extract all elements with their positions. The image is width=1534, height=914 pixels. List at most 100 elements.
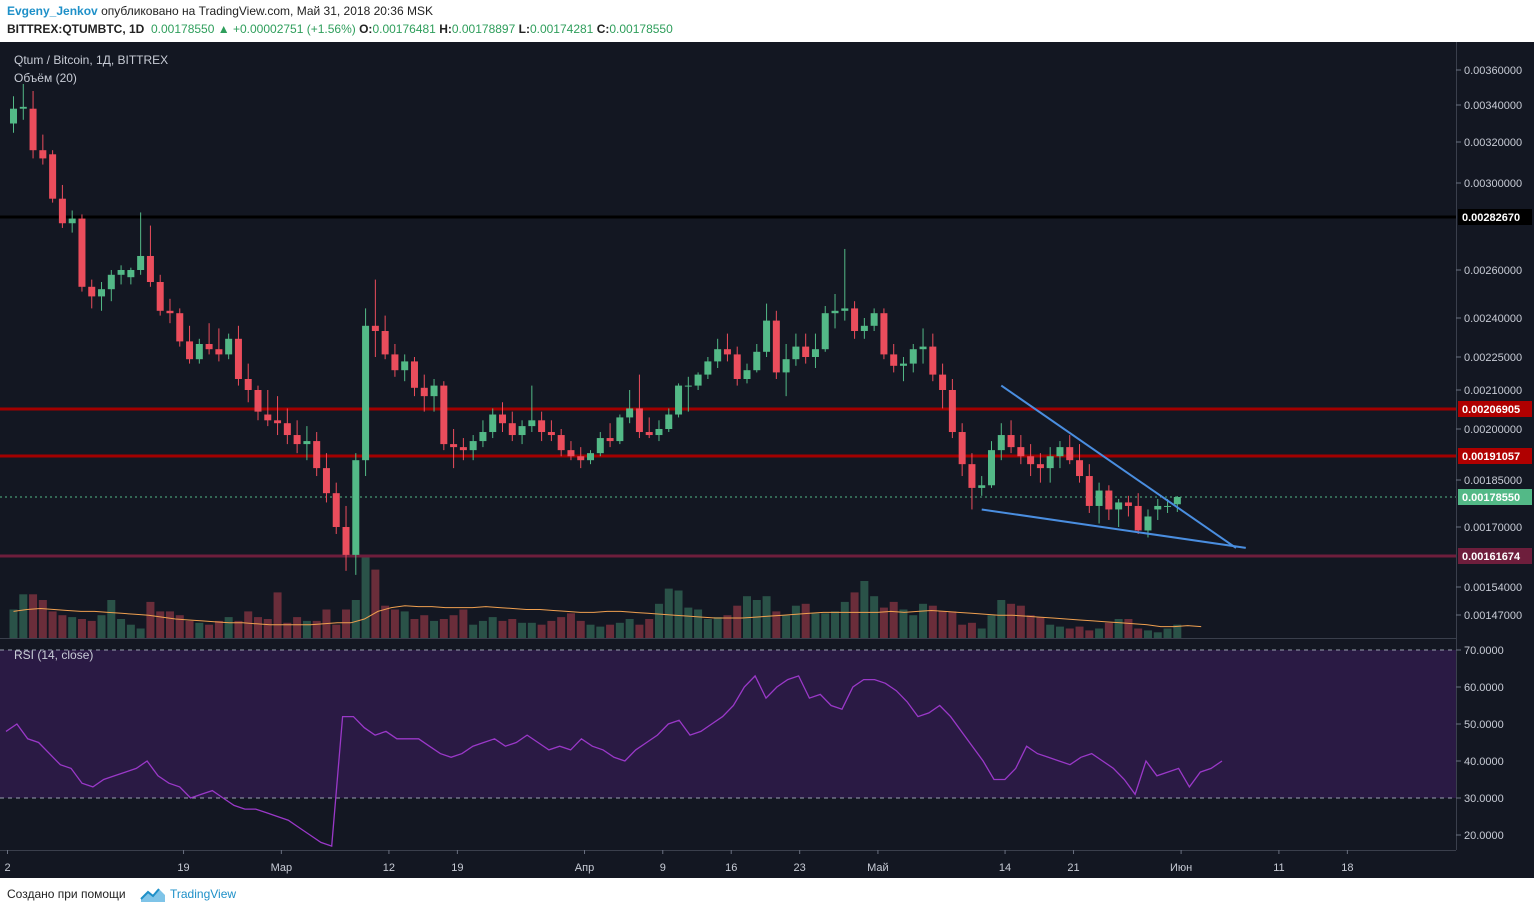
candle-body [362,325,370,461]
price-level-tag [1458,448,1532,464]
volume-bar [185,620,194,638]
candle-body [684,385,692,387]
volume-bar [576,620,585,638]
volume-bar [625,619,634,638]
candle-body [1076,460,1084,477]
volume-bar [1085,630,1094,638]
tradingview-brand-link[interactable]: TradingView [170,887,237,901]
candle-body [176,313,184,342]
price-chart[interactable]: 0.00282670 0.00206905 0.00191057 0.00178550… [0,42,1534,878]
volume-bar [840,601,849,638]
time-axis-label: 16 [725,862,737,874]
volume-bar [987,615,996,638]
rsi-axis-label: 40.0000 [1464,756,1504,768]
volume-bar [430,620,439,638]
volume-bar [948,611,957,638]
candle-body [596,438,604,454]
volume-bar [332,624,341,638]
candle-body [186,341,194,360]
candle-body [1085,476,1093,506]
volume-bar [645,619,654,638]
candle-body [264,414,272,421]
volume-bar [664,588,673,638]
candle-body [88,286,96,297]
volume-bar [1143,630,1152,638]
price-axis-label: 0.00300000 [1464,178,1522,190]
candle-body [49,154,57,199]
candle-body [332,493,340,527]
time-axis-label: 2 [4,862,10,874]
volume-bar [38,600,47,638]
candle-body [753,351,761,371]
rsi-line [5,674,1223,847]
volume-bar [958,624,967,638]
candle-body [440,385,448,445]
volume-bar [801,603,810,638]
time-axis-label: 23 [794,862,806,874]
candle-body [723,349,731,355]
volume-bar [1134,628,1143,638]
candle-body [978,485,986,488]
volume-bar [928,605,937,638]
candle-body [518,426,526,436]
candle-body [78,218,86,287]
candle-body [166,310,174,314]
volume-bar [694,609,703,638]
candle-body [958,432,966,465]
volume-bar [351,600,360,638]
volume-bar [254,617,262,638]
falling-wedge[interactable] [981,384,1246,549]
time-axis-label: 19 [177,862,189,874]
candle-body [479,432,487,442]
candle-body [293,435,301,445]
time-axis-label: 12 [383,862,395,874]
volume-bar [205,624,214,638]
volume-bar [302,620,311,638]
price-axis-label: 0.00147000 [1464,610,1522,622]
candle-body [1056,447,1064,457]
volume-bar [195,622,204,638]
tradingview-logo-icon [140,888,165,902]
candle-body [547,432,555,436]
ohlc-line: BITTREX:QTUMBTC, 1D 0.00178550 ▲ +0.0000… [7,22,673,36]
volume-bar [674,590,683,638]
time-axis-label: 9 [660,862,666,874]
candle-body [352,460,360,555]
candle-body [371,325,379,331]
volume-bar [743,596,751,638]
volume-bar [713,617,722,638]
price-axis-label: 0.00240000 [1464,313,1522,325]
published-info: опубликовано на TradingView.com, Май 31,… [101,4,433,18]
rsi-axis-label: 20.0000 [1464,830,1504,842]
candle-body [1095,490,1103,506]
volume-bar [136,628,145,638]
volume-bar [879,607,888,638]
candle-body [714,349,722,362]
volume-bar [19,594,28,638]
wedge-lower-trendline [981,508,1246,549]
candle-body [1036,464,1044,469]
volume-bar [615,622,624,638]
candle-body [557,435,565,451]
candle-body [39,150,47,159]
volume-bar [117,619,126,638]
price-level-label: 0.00161674 [1462,551,1521,563]
rsi-axis-label: 30.0000 [1464,793,1504,805]
volume-bar [635,624,644,638]
volume-bar [87,620,96,638]
volume-bar [224,617,233,638]
last-price: 0.00178550 [151,22,215,36]
volume-bar [9,609,18,638]
candle-body [283,423,291,436]
volume-bar [1016,605,1025,638]
candle-body [792,346,800,360]
candle-body [1007,435,1015,448]
time-axis-label: Июн [1170,862,1192,874]
candle-body [939,374,947,390]
price-level-label: 0.00191057 [1462,451,1520,463]
volume-bar [1026,615,1035,638]
close-label: C: [596,22,610,36]
volume-bar [439,619,448,638]
candle-body [254,390,262,412]
author-link[interactable]: Evgeny_Jenkov [7,4,98,18]
